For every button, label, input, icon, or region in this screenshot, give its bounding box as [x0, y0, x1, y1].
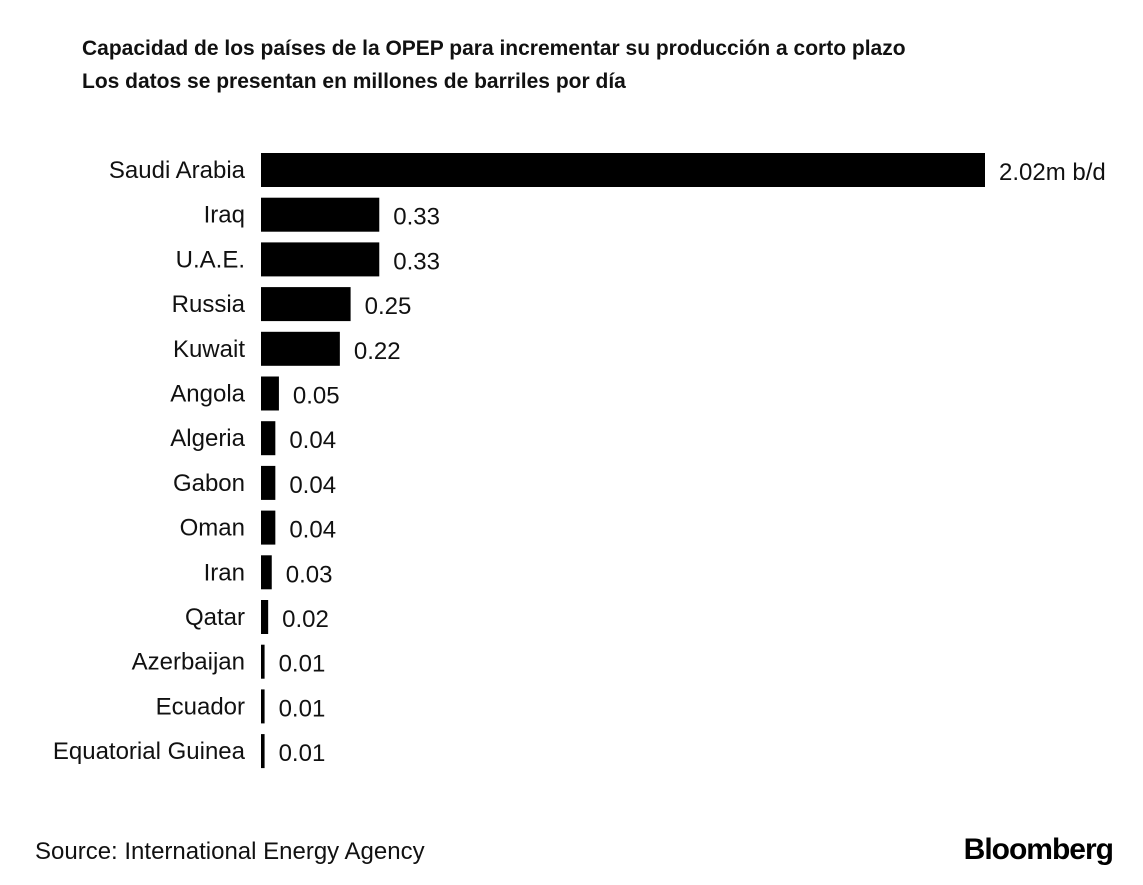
value-label: 0.05: [293, 383, 340, 410]
value-label: 0.01: [279, 651, 326, 678]
bar: [261, 242, 380, 277]
chart-subtitle: Los datos se presentan en millones de ba…: [82, 70, 626, 93]
category-label: Equatorial Guinea: [53, 738, 246, 765]
value-label: 0.02: [282, 606, 329, 633]
bar: [261, 600, 269, 634]
category-label: Azerbaijan: [132, 649, 245, 676]
value-label: 2.02m b/d: [999, 159, 1106, 186]
bar: [261, 465, 276, 500]
value-label: 0.01: [279, 740, 326, 767]
category-label: Saudi Arabia: [109, 157, 246, 184]
source-note: Source: International Energy Agency: [35, 838, 425, 865]
category-label: Gabon: [173, 470, 245, 497]
bar: [261, 331, 340, 366]
value-label: 0.33: [393, 248, 440, 275]
bar: [261, 287, 351, 322]
bar: [261, 376, 279, 411]
bar: [261, 689, 265, 724]
bar: [261, 421, 276, 456]
value-label: 0.03: [286, 561, 333, 588]
value-label: 0.33: [393, 204, 440, 231]
brand-logo: Bloomberg: [963, 833, 1114, 866]
value-label: 0.22: [354, 338, 401, 365]
value-label: 0.25: [365, 293, 412, 320]
chart-title: Capacidad de los países de la OPEP para …: [82, 37, 906, 60]
bar-chart: Saudi Arabia 2.02m b/d Iraq 0.33 U.A.E. 0.33 R…: [53, 153, 1106, 769]
value-label: 0.01: [279, 695, 326, 722]
bar: [261, 510, 276, 545]
value-label: 0.04: [289, 517, 336, 544]
bar: [261, 644, 265, 679]
category-label: Algeria: [170, 425, 245, 452]
category-label: Ecuador: [156, 693, 245, 720]
bar: [261, 734, 265, 769]
category-label: Angola: [170, 381, 245, 408]
category-label: Qatar: [185, 604, 245, 631]
category-label: U.A.E.: [176, 246, 245, 273]
bar: [261, 153, 985, 187]
category-label: Iran: [204, 559, 245, 586]
category-label: Russia: [172, 291, 246, 318]
value-label: 0.04: [289, 427, 336, 454]
category-label: Oman: [180, 515, 245, 542]
value-label: 0.04: [289, 472, 336, 499]
category-label: Iraq: [204, 202, 245, 229]
chart-header: Capacidad de los países de la OPEP para …: [82, 32, 1122, 98]
category-label: Kuwait: [173, 336, 245, 363]
bar: [261, 197, 380, 232]
bar: [261, 555, 272, 590]
